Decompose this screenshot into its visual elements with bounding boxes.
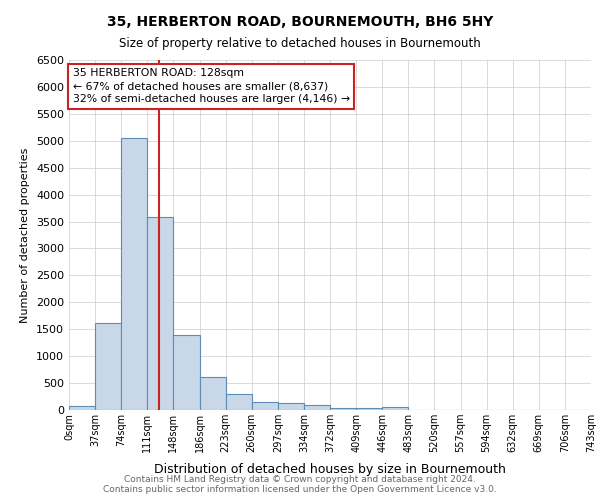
- X-axis label: Distribution of detached houses by size in Bournemouth: Distribution of detached houses by size …: [154, 464, 506, 476]
- Y-axis label: Number of detached properties: Number of detached properties: [20, 148, 31, 322]
- Bar: [69, 406, 95, 410]
- Text: Contains HM Land Registry data © Crown copyright and database right 2024.: Contains HM Land Registry data © Crown c…: [124, 474, 476, 484]
- Bar: [148, 217, 173, 410]
- Bar: [382, 408, 409, 410]
- Bar: [252, 402, 278, 410]
- Bar: [121, 138, 148, 410]
- Text: 35, HERBERTON ROAD, BOURNEMOUTH, BH6 5HY: 35, HERBERTON ROAD, BOURNEMOUTH, BH6 5HY: [107, 15, 493, 29]
- Bar: [356, 408, 382, 410]
- Bar: [278, 403, 304, 410]
- Text: Contains public sector information licensed under the Open Government Licence v3: Contains public sector information licen…: [103, 484, 497, 494]
- Bar: [173, 334, 199, 410]
- Bar: [330, 408, 356, 410]
- Text: 35 HERBERTON ROAD: 128sqm
← 67% of detached houses are smaller (8,637)
32% of se: 35 HERBERTON ROAD: 128sqm ← 67% of detac…: [73, 68, 350, 104]
- Bar: [199, 377, 226, 410]
- Bar: [95, 323, 121, 410]
- Bar: [304, 405, 330, 410]
- Bar: [226, 394, 252, 410]
- Text: Size of property relative to detached houses in Bournemouth: Size of property relative to detached ho…: [119, 38, 481, 51]
